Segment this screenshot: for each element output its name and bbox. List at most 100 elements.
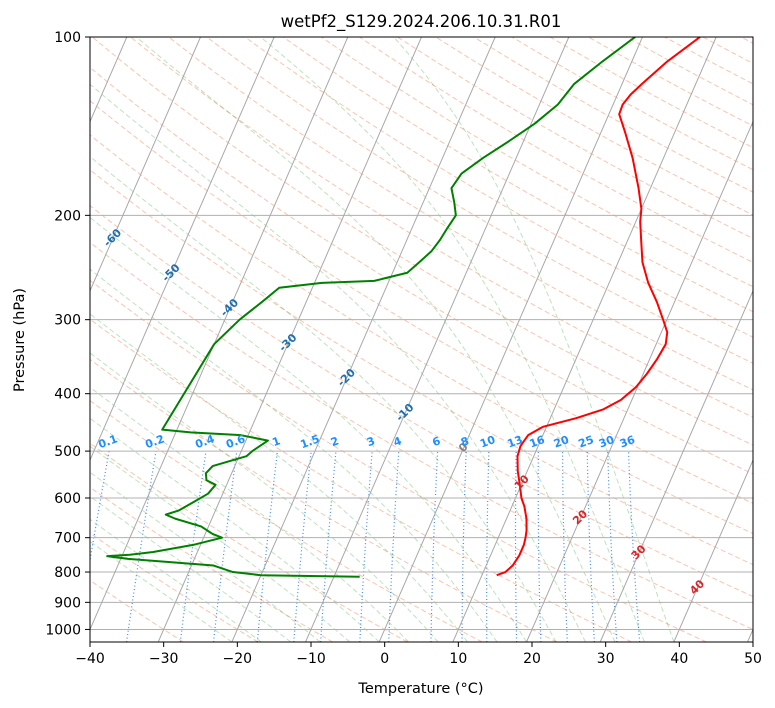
moist-adiabat [90, 495, 292, 642]
moist-adiabat [90, 518, 262, 642]
dewpoint-trace [106, 37, 636, 578]
mixing-ratio-line [430, 451, 439, 642]
dry-adiabat [90, 134, 753, 535]
isotherm-line [526, 120, 753, 642]
mixing-ratio-line [537, 451, 542, 642]
mixing-ratio-label: 16 [528, 433, 547, 451]
isotherm-gridlines [90, 37, 753, 642]
dry-adiabat [90, 279, 707, 642]
y-tick-label: 900 [54, 595, 81, 611]
isotherm-line [90, 37, 275, 462]
mixing-ratio-label: 20 [552, 433, 571, 451]
mixing-ratio-label: 0.6 [224, 432, 247, 451]
x-tick-label: 10 [449, 651, 467, 667]
y-tick-label: 500 [54, 444, 81, 460]
chart-title: wetPf2_S129.2024.206.10.31.R01 [281, 12, 562, 32]
moist-adiabat [135, 37, 616, 642]
moist-adiabat [90, 268, 498, 642]
isotherm-line [305, 37, 570, 642]
y-tick-label: 100 [54, 30, 81, 46]
mixing-ratio-label: 1.5 [299, 432, 322, 451]
y-tick-label: 300 [54, 313, 81, 329]
moist-adiabat [260, 37, 645, 642]
y-tick-label: 400 [54, 387, 81, 403]
y-tick-label: 700 [54, 531, 81, 547]
moist-adiabat [90, 216, 527, 642]
dry-adiabat [90, 318, 632, 642]
mixing-ratio-line [514, 451, 518, 642]
mixing-ratio-label: 6 [431, 434, 443, 449]
x-tick-label: −10 [296, 651, 326, 667]
y-tick-label: 1000 [45, 622, 81, 638]
moist-adiabat [90, 155, 557, 642]
mixing-ratio-line [627, 451, 641, 642]
dry-adiabat [320, 37, 753, 288]
isotherm-line [673, 458, 753, 642]
mixing-ratio-label: 0.2 [143, 432, 166, 451]
x-tick-label: −40 [75, 651, 105, 667]
mixing-ratio-lines [90, 450, 641, 642]
mixing-ratio-line [586, 451, 596, 642]
mixing-ratio-label: 30 [597, 433, 616, 451]
isotherm-line [90, 37, 201, 293]
isotherm-line [157, 37, 422, 642]
moist-adiabat [90, 471, 321, 642]
mixing-ratio-label: 8 [459, 434, 471, 449]
mixing-ratio-label: 0.1 [97, 432, 120, 451]
dry-adiabat [90, 205, 753, 598]
x-tick-label: −30 [149, 651, 179, 667]
y-tick-label: 800 [54, 565, 81, 581]
plot-area: -100-90-80-70-60-50-40-30-20-10010203040… [90, 37, 753, 642]
dry-adiabat [130, 37, 753, 418]
isotherm-line [378, 37, 643, 642]
dry-adiabat [90, 400, 483, 642]
x-tick-label: 20 [523, 651, 541, 667]
x-tick-label: 30 [597, 651, 615, 667]
isotherm-line [452, 37, 717, 642]
dry-adiabat [90, 100, 753, 504]
moist-adiabat [90, 83, 586, 642]
mixing-ratio-label: 10 [478, 433, 497, 451]
moist-adiabat [90, 352, 439, 642]
mixing-ratio-label: 4 [392, 434, 404, 449]
x-tick-label: −20 [223, 651, 253, 667]
isotherm-line [599, 289, 753, 642]
isotherm-line [90, 37, 349, 631]
x-tick-label: 50 [744, 651, 762, 667]
x-axis-ticks: −40 −30 −20 −10 0 10 20 30 40 50 [75, 642, 762, 667]
x-tick-label: 0 [380, 651, 389, 667]
mixing-ratio-line [461, 451, 467, 642]
mixing-ratio-label: 13 [506, 433, 525, 450]
mixing-ratio-label: 0.4 [193, 432, 216, 451]
moist-adiabat [90, 445, 351, 642]
dry-adiabat [90, 358, 558, 642]
mixing-ratio-line [388, 451, 400, 642]
profile-traces [106, 37, 701, 578]
mixing-ratio-line [486, 451, 490, 642]
mixing-ratio-line [607, 451, 618, 642]
moist-adiabat [90, 417, 380, 642]
mixing-ratio-label: 25 [577, 433, 596, 450]
dry-adiabat [91, 37, 753, 446]
x-tick-label: 40 [670, 651, 688, 667]
moist-adiabats [90, 37, 675, 642]
mixing-ratio-labels: 0.1 0.2 0.4 0.6 1 1.5 2 3 4 6 8 10 13 16 20 25 30 36 [97, 432, 637, 451]
y-tick-label: 600 [54, 491, 81, 507]
moist-adiabat [393, 37, 675, 642]
y-axis-ticks: 100 200 300 400 500 600 700 800 900 1000 [45, 30, 90, 638]
mixing-ratio-label: 1 [270, 434, 282, 449]
mixing-ratio-line [561, 451, 568, 642]
mixing-ratio-line [359, 451, 373, 642]
isotherm-line [231, 37, 496, 642]
x-axis-label: Temperature (°C) [357, 681, 483, 697]
temperature-trace [496, 37, 701, 577]
dry-adiabat [168, 37, 753, 391]
mixing-ratio-label: 2 [329, 434, 341, 449]
plot-frame [89, 36, 754, 643]
mixing-ratio-label: 3 [365, 434, 377, 449]
mixing-ratio-label: 36 [618, 433, 637, 451]
y-tick-label: 200 [54, 208, 81, 224]
y-axis-label: Pressure (hPa) [12, 288, 28, 392]
